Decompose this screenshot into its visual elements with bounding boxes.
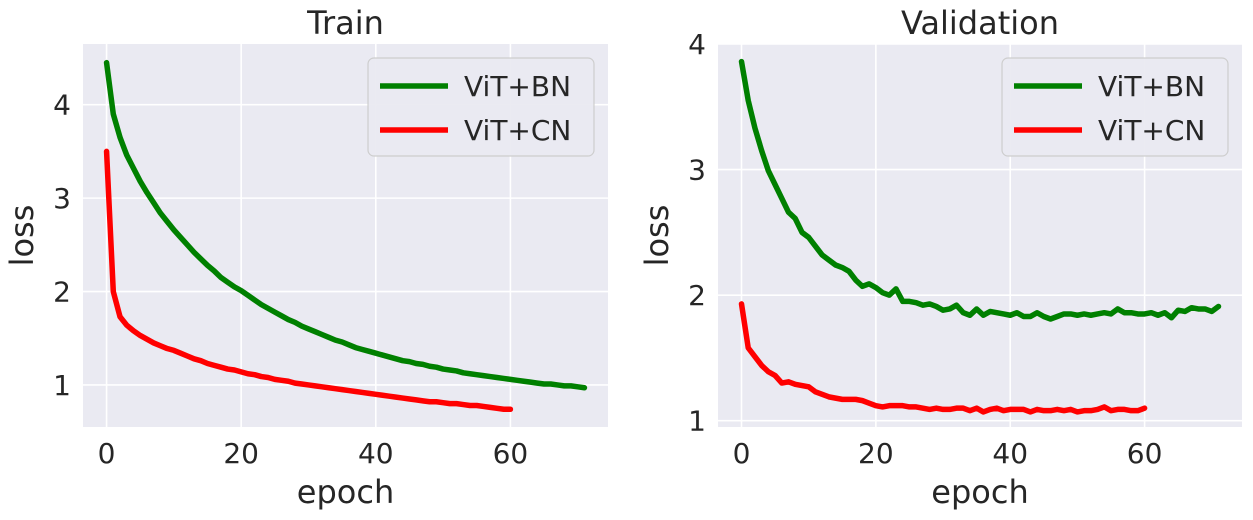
x-tick-label: 20 — [858, 437, 894, 470]
series-line-vit-cn — [738, 301, 1148, 415]
legend-label: ViT+CN — [1098, 114, 1205, 147]
y-axis-label: loss — [3, 205, 41, 267]
x-axis-label: epoch — [297, 473, 394, 511]
y-tick-label: 1 — [688, 405, 706, 438]
y-tick-label: 4 — [53, 89, 71, 122]
legend-label: ViT+BN — [464, 70, 571, 103]
y-tick-label: 1 — [53, 369, 71, 402]
x-tick-label: 60 — [1127, 437, 1163, 470]
legend: ViT+BN ViT+CN — [1001, 57, 1229, 157]
y-tick-label: 2 — [688, 279, 706, 312]
y-tick-label: 3 — [688, 154, 706, 187]
series-line-vit-bn — [103, 59, 588, 391]
series-line-vit-cn — [103, 148, 514, 412]
x-tick-label: 60 — [493, 437, 529, 470]
x-tick-label: 0 — [733, 437, 751, 470]
chart-title: Validation — [901, 4, 1059, 42]
x-tick-label: 20 — [223, 437, 259, 470]
train-panel: 0 20 40 60 1 2 3 4 Train epoch loss ViT+BN ViT+CN — [3, 4, 608, 511]
legend-label: ViT+CN — [464, 114, 571, 147]
y-tick-label: 4 — [688, 28, 706, 61]
legend-label: ViT+BN — [1098, 70, 1205, 103]
legend: ViT+BN ViT+CN — [367, 57, 595, 157]
x-tick-label: 40 — [992, 437, 1028, 470]
y-tick-label: 3 — [53, 182, 71, 215]
x-axis-label: epoch — [931, 473, 1028, 511]
series-line-vit-bn — [738, 58, 1222, 322]
y-axis-label: loss — [638, 205, 676, 267]
validation-panel: 0 20 40 601234ValidationepochlossViT+BNViT+… — [638, 4, 1242, 511]
y-tick-label: 2 — [53, 276, 71, 309]
x-tick-label: 40 — [358, 437, 394, 470]
chart-title: Train — [306, 4, 384, 42]
x-tick-label: 0 — [98, 437, 116, 470]
